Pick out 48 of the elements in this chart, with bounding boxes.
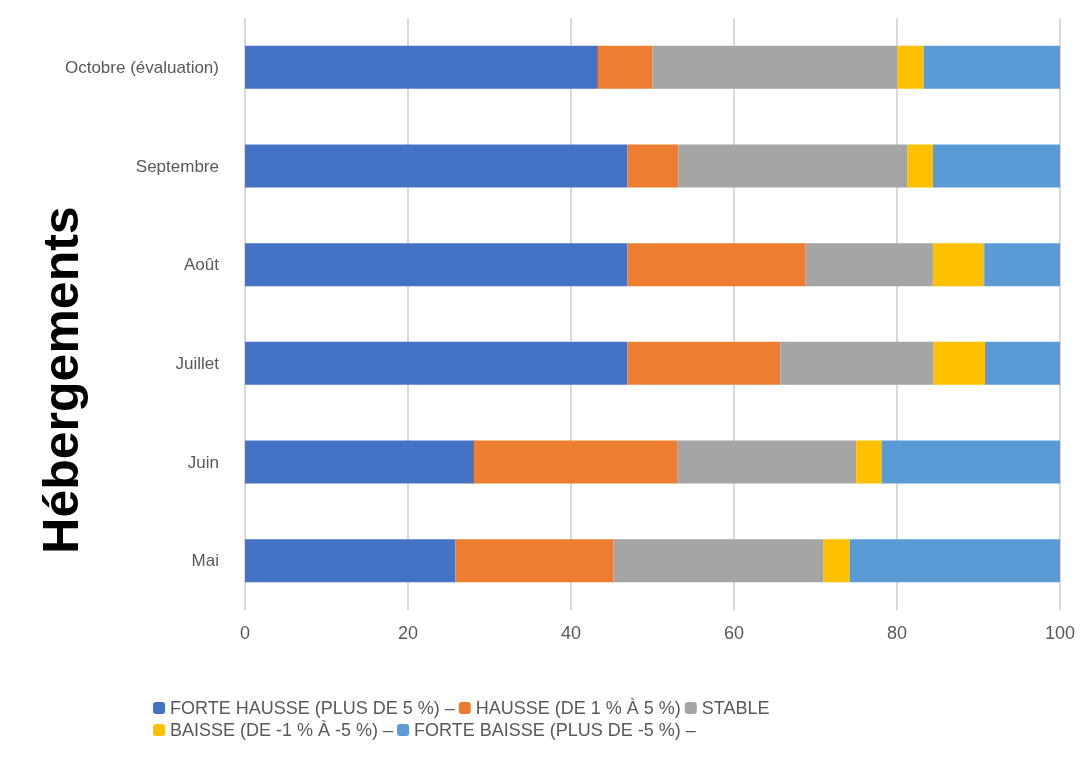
bar — [805, 243, 933, 287]
bar — [985, 341, 1060, 385]
bar — [823, 539, 850, 583]
bar — [933, 341, 986, 385]
bar — [245, 144, 628, 188]
x-tick-label: 20 — [397, 623, 419, 643]
bar — [923, 45, 1060, 89]
bar — [627, 144, 679, 188]
y-axis-title: Hébergements — [33, 206, 89, 554]
bar — [897, 45, 924, 89]
bar — [474, 440, 678, 484]
bar — [932, 243, 985, 287]
x-tick-label: 60 — [723, 623, 745, 643]
bar — [627, 341, 781, 385]
bar — [907, 144, 933, 188]
bar — [678, 144, 908, 188]
bar — [984, 243, 1060, 287]
bar — [245, 440, 475, 484]
bar — [652, 45, 897, 89]
bar — [245, 539, 456, 583]
legend-label: FORTE HAUSSE (PLUS DE 5 %) – — [170, 698, 455, 718]
bar — [932, 144, 1060, 188]
bar — [245, 45, 598, 89]
x-tick-label: 100 — [1044, 623, 1076, 643]
bar — [245, 243, 628, 287]
y-tick-label: Août — [184, 255, 220, 275]
bar — [455, 539, 614, 583]
bar — [881, 440, 1060, 484]
y-tick-label: Septembre — [135, 156, 219, 176]
legend-label: HAUSSE (DE 1 % À 5 %) — [475, 698, 681, 718]
legend-label: FORTE BAISSE (PLUS DE -5 %) – — [414, 720, 696, 740]
bar — [849, 539, 1060, 583]
bar — [245, 341, 628, 385]
bar — [627, 243, 806, 287]
x-tick-label: 80 — [886, 623, 908, 643]
bar — [780, 341, 934, 385]
legend-label: STABLE — [701, 698, 770, 718]
bar — [613, 539, 824, 583]
bar — [856, 440, 882, 484]
bar — [597, 45, 653, 89]
y-tick-label: Mai — [191, 551, 219, 571]
x-tick-label: 40 — [560, 623, 582, 643]
bar — [677, 440, 857, 484]
y-tick-label: Juin — [187, 452, 219, 472]
y-tick-label: Octobre (évaluation) — [64, 57, 219, 77]
x-tick-label: 0 — [239, 623, 251, 643]
legend-label: BAISSE (DE -1 % À -5 %) – — [170, 720, 394, 740]
y-tick-label: Juillet — [175, 353, 220, 373]
